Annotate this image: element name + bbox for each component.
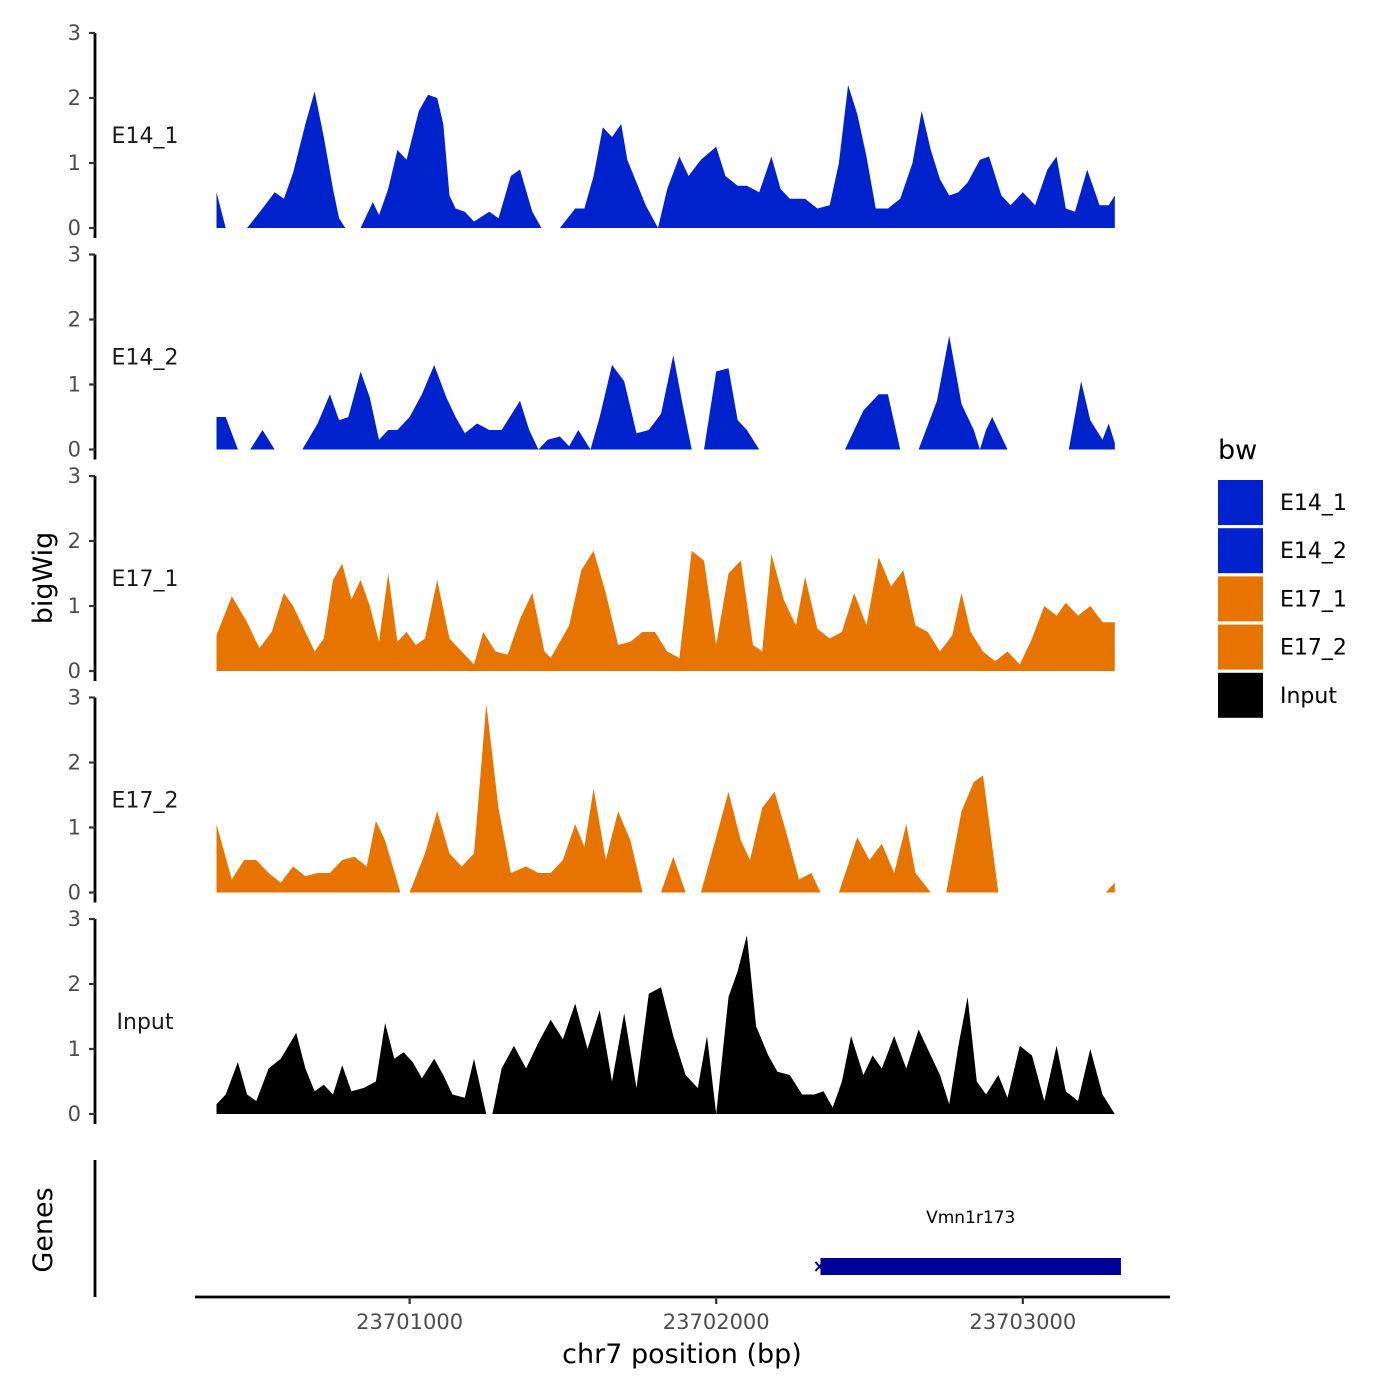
legend-entry: E14_2: [1218, 528, 1347, 574]
x-tick-label: 23703000: [969, 1310, 1076, 1334]
track-label: E17_2: [112, 789, 179, 814]
coverage-tracks: 0 1 2 3 E14_1 0 1 2 3 E14_2 0 1 2 3 E17_1 0 1 2 3 E17_2 0 1 2 3…: [68, 21, 1115, 1126]
track-label: E14_2: [112, 346, 179, 371]
y-tick-label: 0: [68, 881, 81, 905]
coverage-area-E17_1: [216, 550, 1115, 671]
legend-entry: Input: [1218, 672, 1337, 718]
y-tick-label: 1: [68, 151, 81, 175]
y-tick-label: 2: [68, 972, 81, 996]
y-tick-label: 1: [68, 594, 81, 618]
y-tick-label: 0: [68, 1102, 81, 1126]
genes-axis-title: Genes: [28, 1187, 59, 1272]
x-tick-label: 23702000: [663, 1310, 770, 1334]
track-label: E17_1: [112, 567, 179, 592]
y-tick-label: 2: [68, 308, 81, 332]
y-tick-label: 1: [68, 373, 81, 397]
y-tick-label: 3: [68, 243, 81, 267]
genes-panel: Vmn1r173: [93, 1160, 1121, 1297]
y-tick-label: 3: [68, 464, 81, 488]
y-axis-title: bigWig: [28, 532, 59, 625]
legend: bw E14_1 E14_2 E17_1 E17_2 Input: [1218, 435, 1347, 718]
track-label: E14_1: [112, 124, 179, 149]
legend-label: E17_1: [1280, 587, 1347, 612]
legend-label: E14_1: [1280, 491, 1347, 516]
coverage-area-E14_2: [216, 335, 1115, 450]
track-E17_2: 0 1 2 3 E17_2: [68, 686, 1115, 905]
legend-swatch: [1218, 528, 1263, 574]
y-tick-label: 2: [68, 86, 81, 110]
legend-swatch: [1218, 480, 1263, 525]
coverage-area-E14_1: [216, 85, 1115, 228]
y-tick-label: 3: [68, 907, 81, 931]
legend-label: Input: [1280, 684, 1337, 709]
gene-strand-marker: [814, 1261, 825, 1272]
x-axis: 23701000 23702000 23703000: [195, 1295, 1170, 1334]
gene-label: Vmn1r173: [926, 1208, 1015, 1228]
y-tick-label: 0: [68, 438, 81, 462]
legend-label: E17_2: [1280, 636, 1347, 661]
y-tick-label: 3: [68, 21, 81, 45]
track-label: Input: [117, 1010, 174, 1035]
track-E14_1: 0 1 2 3 E14_1: [68, 21, 1115, 240]
legend-entry: E17_2: [1218, 624, 1347, 670]
legend-swatch: [1218, 672, 1263, 718]
gene-body: [820, 1258, 1121, 1275]
y-tick-label: 2: [68, 751, 81, 775]
legend-swatch: [1218, 576, 1263, 622]
track-E14_2: 0 1 2 3 E14_2: [68, 243, 1115, 462]
y-tick-label: 3: [68, 686, 81, 710]
y-tick-label: 0: [68, 659, 81, 683]
track-E17_1: 0 1 2 3 E17_1: [68, 464, 1115, 683]
y-tick-label: 1: [68, 1037, 81, 1061]
legend-entry: E14_1: [1218, 480, 1347, 525]
track-Input: 0 1 2 3 Input: [68, 907, 1115, 1126]
x-axis-title: chr7 position (bp): [562, 1339, 802, 1370]
y-tick-label: 1: [68, 816, 81, 840]
legend-entry: E17_1: [1218, 576, 1347, 622]
y-tick-label: 0: [68, 216, 81, 240]
coverage-area-Input: [216, 935, 1115, 1114]
legend-label: E14_2: [1280, 539, 1347, 564]
coverage-area-E17_2: [216, 704, 1115, 893]
x-tick-label: 23701000: [356, 1310, 463, 1334]
y-tick-label: 2: [68, 529, 81, 553]
legend-swatch: [1218, 624, 1263, 670]
legend-title: bw: [1218, 435, 1257, 466]
